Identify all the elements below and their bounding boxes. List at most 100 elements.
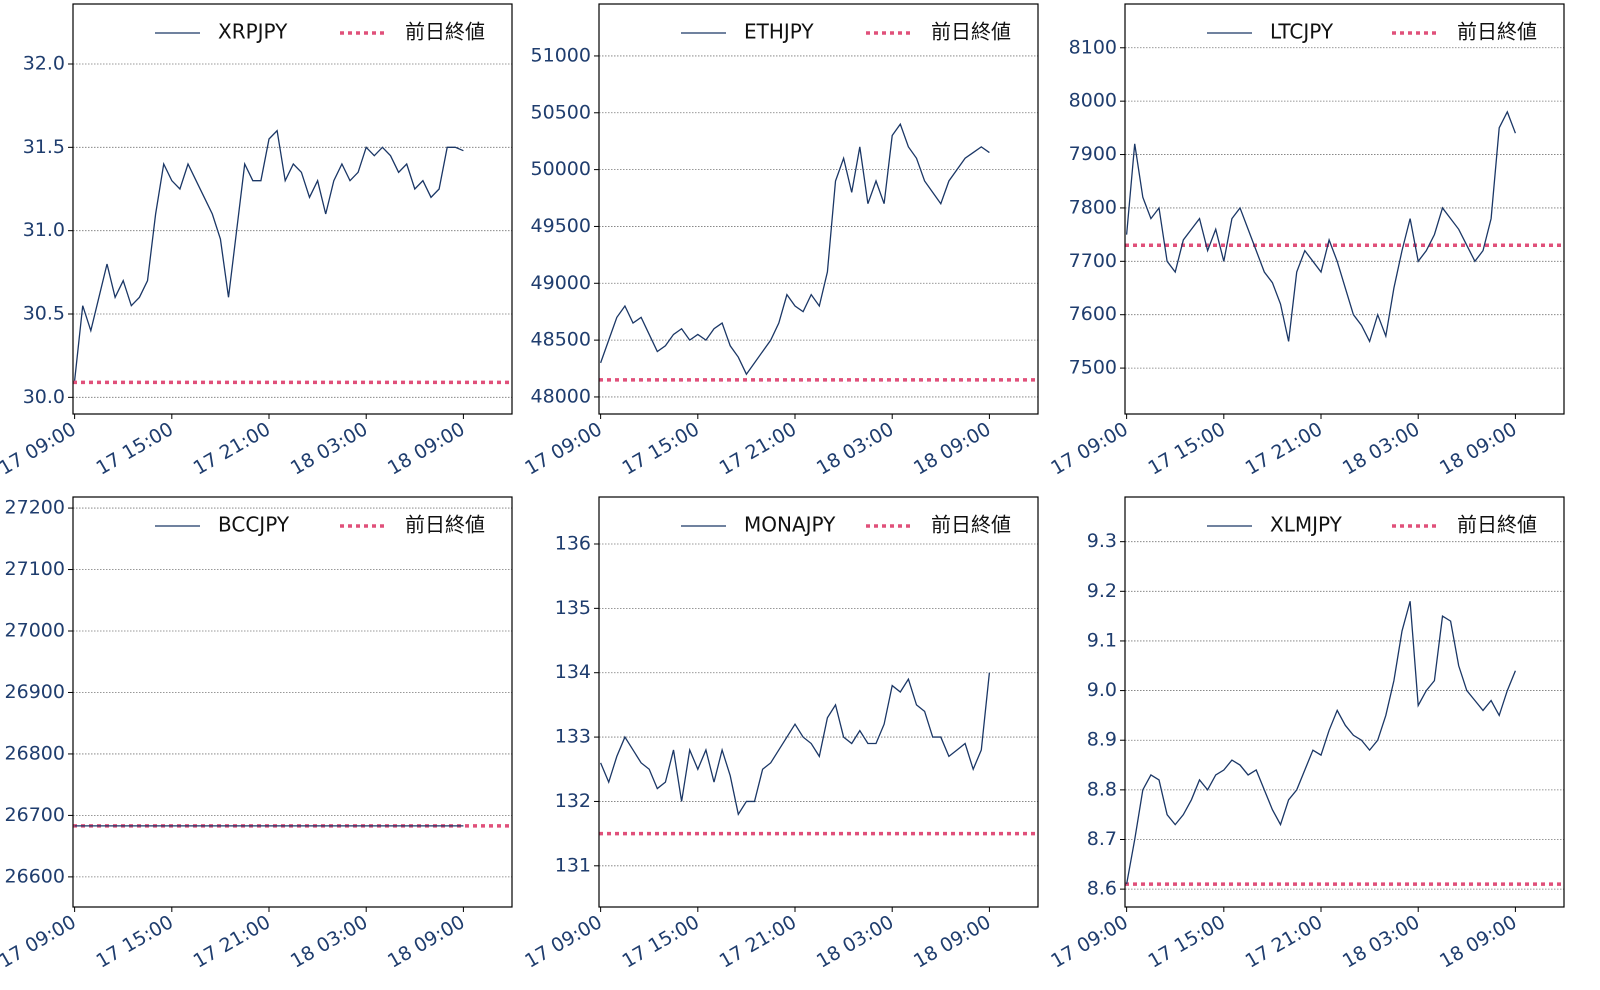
x-tick-label: 17 09:00 xyxy=(1047,418,1132,480)
legend-label: BCCJPY xyxy=(218,513,290,537)
x-tick-label: 18 03:00 xyxy=(287,911,372,973)
price-line xyxy=(1125,110,1517,344)
y-tick-label: 31.5 xyxy=(23,136,65,158)
y-tick-label: 30.0 xyxy=(23,386,65,408)
x-tick-label: 17 15:00 xyxy=(92,911,177,973)
price-line xyxy=(600,672,991,817)
legend-label: 前日終値 xyxy=(931,513,1011,537)
panel: 131 132 133 134 135 136 17 09:00 17 15:00 17 21:… xyxy=(521,496,1039,973)
y-tick-label: 8.9 xyxy=(1087,729,1117,751)
x-tick-label: 17 21:00 xyxy=(1242,418,1327,480)
x-tick-label: 17 15:00 xyxy=(618,911,703,973)
price-line xyxy=(73,129,464,381)
x-tick-label: 17 15:00 xyxy=(1144,911,1229,973)
panel: 8.6 8.7 8.8 8.9 9.0 9.1 9.2 9.3 17 09:00 17 15:00… xyxy=(1047,496,1565,973)
x-tick-label: 18 09:00 xyxy=(910,418,995,480)
y-tick-label: 131 xyxy=(555,854,591,876)
plot-frame xyxy=(1124,496,1565,908)
panel: 48000 48500 49000 49500 50000 50500 51000 17 09… xyxy=(521,3,1039,480)
y-tick-label: 135 xyxy=(555,597,591,619)
legend-label: LTCJPY xyxy=(1270,20,1334,44)
panel: 7500 7600 7700 7800 7900 8000 8100 17 09:00 17 1… xyxy=(1047,3,1565,480)
y-tick-label: 132 xyxy=(555,790,591,812)
y-tick-label: 7500 xyxy=(1069,357,1117,379)
y-tick-label: 9.0 xyxy=(1087,679,1117,701)
legend-label: 前日終値 xyxy=(1457,20,1537,44)
legend-label: XLMJPY xyxy=(1270,513,1343,537)
x-tick-label: 17 09:00 xyxy=(1047,911,1132,973)
y-tick-label: 26700 xyxy=(5,804,65,826)
y-tick-label: 9.2 xyxy=(1087,580,1117,602)
plot-frame xyxy=(1124,3,1565,415)
y-tick-label: 31.0 xyxy=(23,219,65,241)
x-tick-label: 17 09:00 xyxy=(521,911,606,973)
y-tick-label: 8100 xyxy=(1069,36,1117,58)
y-tick-label: 7600 xyxy=(1069,303,1117,325)
y-tick-label: 8.6 xyxy=(1087,878,1117,900)
y-tick-label: 49000 xyxy=(531,272,591,294)
plot-frame xyxy=(598,3,1039,415)
x-tick-label: 17 21:00 xyxy=(190,911,275,973)
x-tick-label: 18 09:00 xyxy=(384,911,469,973)
y-tick-label: 7900 xyxy=(1069,143,1117,165)
x-tick-label: 18 09:00 xyxy=(910,911,995,973)
legend-label: 前日終値 xyxy=(1457,513,1537,537)
y-tick-label: 32.0 xyxy=(23,53,65,75)
y-tick-label: 49500 xyxy=(531,215,591,237)
y-tick-label: 9.3 xyxy=(1087,530,1117,552)
x-tick-label: 17 15:00 xyxy=(618,418,703,480)
x-tick-label: 17 09:00 xyxy=(0,911,80,973)
x-tick-label: 18 09:00 xyxy=(384,418,469,480)
y-tick-label: 134 xyxy=(555,661,591,683)
price-line xyxy=(1125,601,1517,885)
x-tick-label: 17 21:00 xyxy=(1242,911,1327,973)
y-tick-label: 27200 xyxy=(5,497,65,519)
panel: 26600 26700 26800 26900 27000 27100 27200 17 09… xyxy=(0,496,513,973)
x-tick-label: 18 09:00 xyxy=(1436,418,1521,480)
legend-label: 前日終値 xyxy=(931,20,1011,44)
y-tick-label: 50500 xyxy=(531,101,591,123)
x-tick-label: 17 15:00 xyxy=(92,418,177,480)
x-tick-label: 18 03:00 xyxy=(1339,418,1424,480)
x-tick-label: 17 21:00 xyxy=(716,911,801,973)
x-tick-label: 18 03:00 xyxy=(813,418,898,480)
y-tick-label: 8000 xyxy=(1069,90,1117,112)
y-tick-label: 48000 xyxy=(531,385,591,407)
legend-label: XRPJPY xyxy=(218,20,288,44)
x-tick-label: 18 03:00 xyxy=(287,418,372,480)
y-tick-label: 26800 xyxy=(5,742,65,764)
legend-label: MONAJPY xyxy=(744,513,836,537)
plot-frame xyxy=(598,496,1039,908)
price-line xyxy=(600,122,990,376)
legend-label: 前日終値 xyxy=(405,513,485,537)
plot-frame xyxy=(72,3,513,415)
y-tick-label: 8.7 xyxy=(1087,828,1117,850)
y-tick-label: 51000 xyxy=(531,44,591,66)
x-tick-label: 17 21:00 xyxy=(190,418,275,480)
y-tick-label: 7800 xyxy=(1069,196,1117,218)
y-tick-label: 50000 xyxy=(531,158,591,180)
y-tick-label: 26900 xyxy=(5,681,65,703)
x-tick-label: 17 15:00 xyxy=(1144,418,1229,480)
y-tick-label: 133 xyxy=(555,726,591,748)
x-tick-label: 18 03:00 xyxy=(1339,911,1424,973)
legend-label: ETHJPY xyxy=(744,20,814,44)
y-tick-label: 7700 xyxy=(1069,250,1117,272)
x-tick-label: 18 03:00 xyxy=(813,911,898,973)
y-tick-label: 30.5 xyxy=(23,303,65,325)
x-tick-label: 17 21:00 xyxy=(716,418,801,480)
y-tick-label: 27100 xyxy=(5,558,65,580)
y-tick-label: 26600 xyxy=(5,865,65,887)
plot-frame xyxy=(72,496,513,908)
x-tick-label: 18 09:00 xyxy=(1436,911,1521,973)
y-tick-label: 8.8 xyxy=(1087,778,1117,800)
y-tick-label: 48500 xyxy=(531,329,591,351)
y-tick-label: 136 xyxy=(555,532,591,554)
legend-label: 前日終値 xyxy=(405,20,485,44)
x-tick-label: 17 09:00 xyxy=(521,418,606,480)
panel: 30.0 30.5 31.0 31.5 32.0 17 09:00 17 15:00 17 2… xyxy=(0,3,513,480)
x-tick-label: 17 09:00 xyxy=(0,418,80,480)
y-tick-label: 27000 xyxy=(5,620,65,642)
y-tick-label: 9.1 xyxy=(1087,629,1117,651)
